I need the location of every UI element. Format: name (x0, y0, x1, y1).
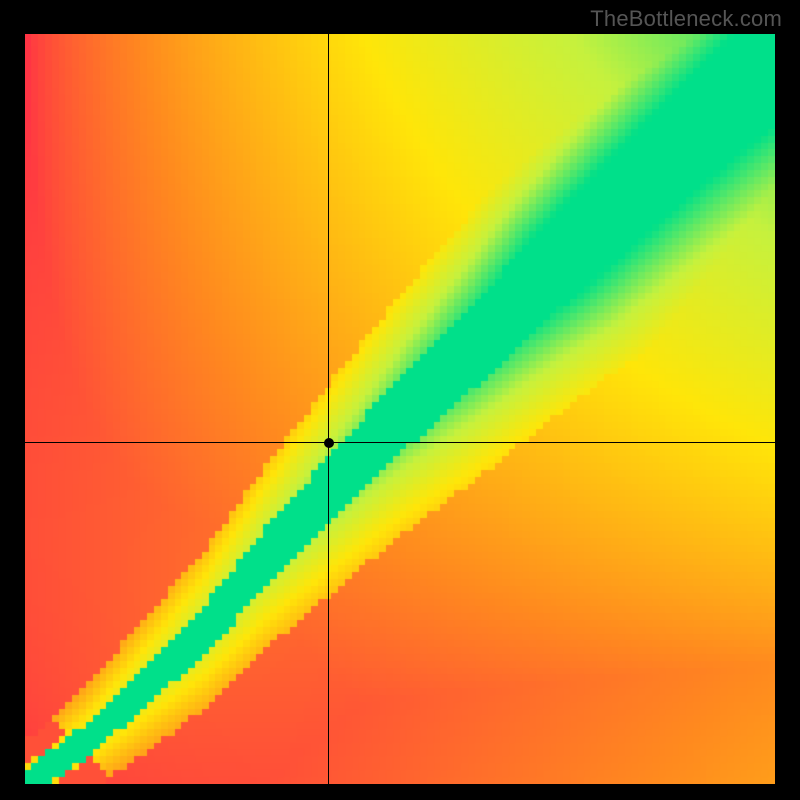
crosshair-horizontal (25, 442, 775, 443)
crosshair-vertical (328, 34, 329, 784)
heatmap-container (25, 34, 775, 784)
watermark-text: TheBottleneck.com (590, 6, 782, 32)
heatmap-canvas (25, 34, 775, 784)
crosshair-marker[interactable] (324, 438, 334, 448)
